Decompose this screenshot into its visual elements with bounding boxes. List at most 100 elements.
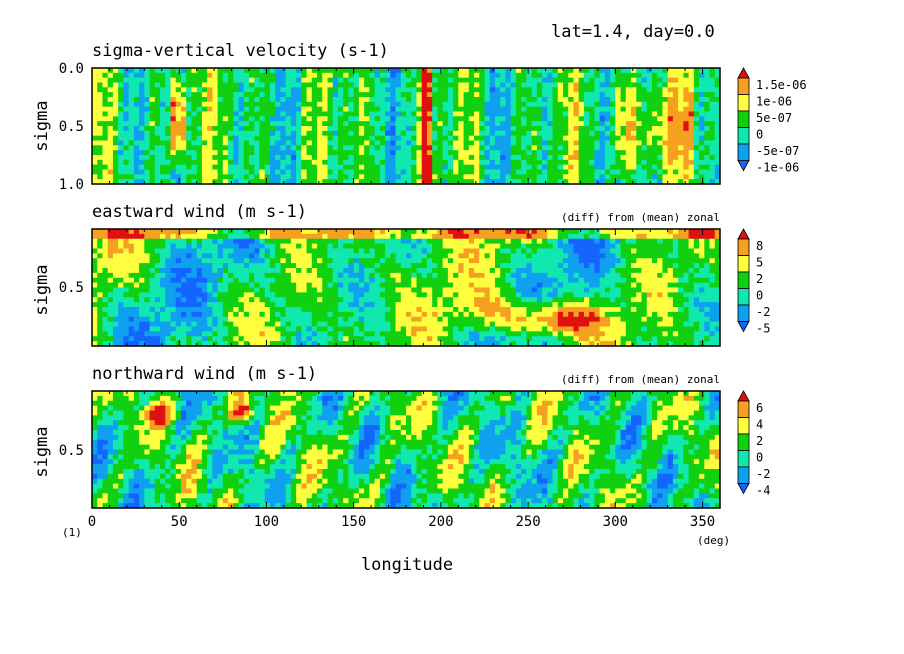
contour-cell: [133, 121, 140, 127]
contour-cell: [484, 243, 491, 250]
contour-cell: [625, 238, 632, 245]
contour-cell: [704, 174, 711, 180]
contour-cell: [526, 140, 533, 146]
contour-cell: [479, 253, 486, 259]
contour-cell: [160, 292, 166, 298]
contour-cell: [238, 243, 245, 250]
contour-cell: [118, 68, 124, 74]
contour-cell: [453, 174, 459, 180]
contour-cell: [207, 116, 213, 122]
contour-cell: [458, 169, 465, 175]
contour-cell: [154, 263, 161, 269]
contour-cell: [92, 116, 98, 122]
contour-cell: [411, 101, 418, 108]
contour-cell: [531, 111, 538, 117]
contour-cell: [180, 121, 187, 127]
contour-cell: [133, 258, 140, 264]
contour-cell: [332, 155, 339, 161]
contour-cell: [620, 272, 627, 279]
contour-cell: [672, 159, 679, 166]
contour-cell: [296, 140, 302, 146]
contour-cell: [332, 229, 339, 235]
contour-cell: [568, 101, 575, 108]
contour-cell: [390, 87, 397, 93]
contour-cell: [128, 179, 135, 184]
contour-cell: [672, 287, 679, 293]
contour-cell: [426, 101, 433, 108]
contour-cell: [348, 135, 355, 142]
contour-cell: [651, 287, 658, 293]
contour-cell: [311, 164, 318, 171]
contour-cell: [118, 121, 124, 127]
contour-cell: [259, 233, 266, 240]
contour-cell: [573, 272, 580, 279]
contour-cell: [196, 126, 203, 132]
contour-cell: [327, 229, 334, 235]
contour-cell: [102, 145, 109, 151]
contour-cell: [327, 179, 334, 184]
contour-cell: [207, 248, 213, 254]
contour-cell: [280, 248, 287, 254]
contour-cell: [667, 233, 674, 240]
contour-cell: [610, 111, 616, 117]
contour-cell: [186, 238, 193, 245]
contour-cell: [259, 253, 266, 259]
contour-cell: [432, 97, 438, 103]
contour-cell: [217, 243, 224, 250]
contour-cell: [369, 174, 376, 180]
contour-cell: [416, 272, 423, 279]
contour-cell: [207, 287, 213, 293]
contour-cell: [646, 287, 653, 293]
contour-cell: [463, 174, 470, 180]
contour-cell: [269, 297, 276, 303]
contour-cell: [144, 106, 151, 113]
contour-cell: [589, 248, 595, 254]
contour-cell: [667, 159, 674, 166]
contour-cell: [306, 77, 313, 84]
contour-cell: [657, 238, 664, 245]
contour-cell: [118, 179, 124, 184]
contour-cell: [400, 272, 407, 279]
contour-cell: [578, 282, 585, 289]
contour-cell: [568, 258, 575, 264]
contour-cell: [699, 111, 705, 117]
contour-cell: [406, 101, 412, 108]
contour-cell: [421, 126, 428, 132]
contour-cell: [301, 277, 308, 284]
contour-cell: [379, 169, 386, 175]
contour-cell: [416, 121, 423, 127]
contour-cell: [646, 116, 653, 122]
contour-cell: [699, 130, 705, 137]
contour-cell: [604, 248, 611, 254]
contour-cell: [646, 126, 653, 132]
contour-cell: [133, 135, 140, 142]
contour-cell: [489, 106, 496, 113]
contour-cell: [217, 233, 224, 240]
contour-cell: [489, 169, 496, 175]
contour-cell: [269, 164, 276, 171]
contour-cell: [437, 233, 444, 240]
contour-cell: [154, 268, 161, 274]
colorbar-label: 0: [756, 128, 763, 142]
contour-cell: [311, 77, 318, 84]
contour-cell: [186, 130, 193, 137]
contour-cell: [123, 243, 130, 250]
contour-cell: [610, 106, 616, 113]
contour-cell: [332, 72, 339, 79]
contour-cell: [322, 233, 329, 240]
contour-cell: [107, 253, 114, 259]
contour-cell: [201, 311, 208, 318]
contour-cell: [704, 287, 711, 293]
contour-cell: [442, 287, 449, 293]
contour-cell: [432, 82, 438, 88]
contour-cell: [416, 101, 423, 108]
contour-cell: [641, 238, 648, 245]
contour-cell: [222, 130, 229, 137]
contour-cell: [175, 106, 182, 113]
contour-cell: [332, 248, 339, 254]
contour-cell: [442, 155, 449, 161]
contour-cell: [327, 72, 334, 79]
contour-cell: [133, 277, 140, 284]
contour-cell: [714, 229, 720, 235]
contour-cell: [212, 282, 219, 289]
